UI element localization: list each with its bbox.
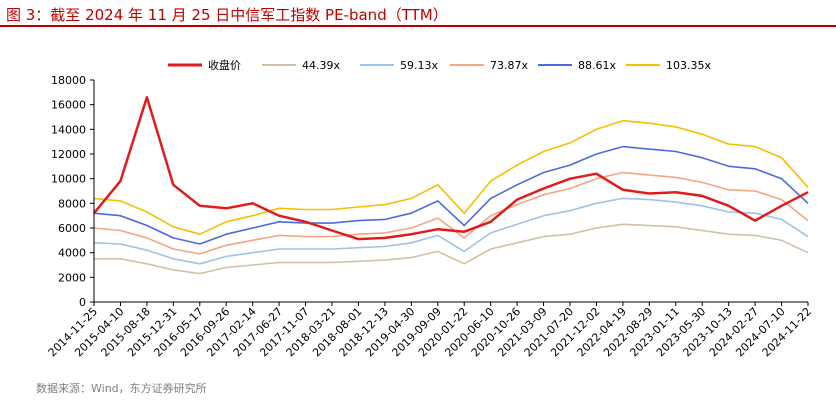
series-line-pe1 <box>94 223 809 275</box>
y-tick-label: 4000 <box>58 247 86 260</box>
page-title: 图 3：截至 2024 年 11 月 25 日中信军工指数 PE-band（TT… <box>6 6 448 24</box>
y-tick-label: 14000 <box>51 123 86 136</box>
legend-label-pe4: 88.61x <box>578 59 616 72</box>
y-tick-label: 18000 <box>51 74 86 87</box>
series-line-pe3 <box>93 171 809 255</box>
series-line-pe5 <box>93 119 809 235</box>
y-tick-label: 6000 <box>58 222 86 235</box>
legend-label-pe3: 73.87x <box>490 59 528 72</box>
legend-label-pe5: 103.35x <box>666 59 711 72</box>
series-layer <box>93 96 809 275</box>
y-tick-label: 2000 <box>58 271 86 284</box>
title-divider <box>0 25 836 27</box>
series-line-pe4 <box>93 145 809 245</box>
series-line-close <box>93 96 809 241</box>
data-source-note: 数据来源：Wind，东方证券研究所 <box>36 382 207 395</box>
legend-label-close: 收盘价 <box>208 58 241 72</box>
legend-label-pe2: 59.13x <box>400 59 438 72</box>
chart-legend: 收盘价 44.39x 59.13x 73.87x 88.61x 103.35x <box>168 58 711 72</box>
series-line-pe2 <box>93 197 809 265</box>
chart-axes: 0 2000 4000 6000 8000 10000 12000 14000 16000 180… <box>46 74 814 359</box>
y-tick-label: 8000 <box>58 197 86 210</box>
y-tick-label: 10000 <box>51 173 86 186</box>
y-tick-label: 12000 <box>51 148 86 161</box>
y-tick-label: 16000 <box>51 99 86 112</box>
y-tick-label: 0 <box>79 296 86 309</box>
legend-label-pe1: 44.39x <box>302 59 340 72</box>
